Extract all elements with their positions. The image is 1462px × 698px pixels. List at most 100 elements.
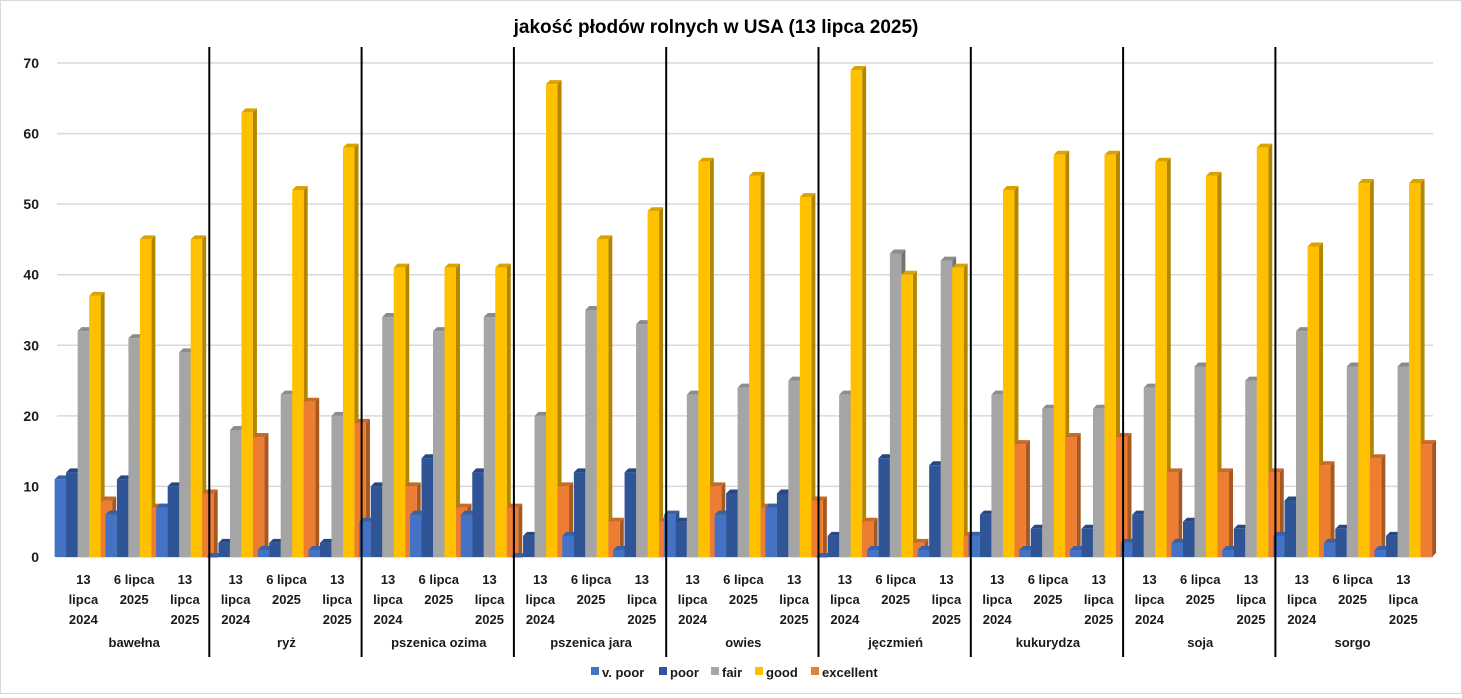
bar-front bbox=[1042, 408, 1054, 557]
bar-front bbox=[1002, 190, 1015, 557]
bar-side bbox=[608, 235, 613, 557]
bar-front bbox=[1155, 161, 1167, 558]
x-tick-label: 13 bbox=[990, 572, 1004, 587]
bar-front bbox=[1217, 472, 1229, 557]
bar-top bbox=[456, 503, 472, 508]
group-label: owies bbox=[725, 635, 761, 650]
x-tick-label: 13 bbox=[685, 572, 699, 587]
y-tick-label: 60 bbox=[23, 126, 39, 142]
legend-label: good bbox=[766, 665, 798, 680]
bar-front bbox=[190, 239, 203, 557]
bar-front bbox=[359, 521, 371, 557]
bar-front bbox=[862, 521, 874, 557]
bar-good-7-2 bbox=[1256, 143, 1273, 557]
bar-front bbox=[1206, 175, 1218, 557]
bar-top bbox=[342, 143, 359, 148]
bar-side bbox=[1268, 143, 1273, 557]
bar-good-0-0 bbox=[89, 291, 105, 557]
bar-front bbox=[229, 429, 242, 557]
bar-good-3-2 bbox=[647, 207, 664, 557]
bar-top bbox=[596, 235, 613, 240]
bar-top bbox=[444, 263, 460, 268]
bar-front bbox=[585, 310, 597, 557]
bar-side bbox=[659, 207, 664, 557]
group-label: sorgo bbox=[1334, 635, 1370, 650]
bar-front bbox=[483, 317, 496, 557]
bar-top bbox=[1065, 433, 1081, 438]
bar-top bbox=[1166, 468, 1183, 473]
bar-front bbox=[54, 479, 67, 557]
bar-front bbox=[663, 514, 676, 557]
x-tick-label: 13 bbox=[1091, 572, 1105, 587]
bar-excellent-6-1 bbox=[1065, 433, 1081, 557]
bar-top bbox=[190, 235, 207, 240]
bar-top bbox=[1409, 178, 1425, 183]
bar-side bbox=[151, 235, 156, 557]
bar-front bbox=[1268, 472, 1280, 557]
bar-front bbox=[1358, 182, 1370, 557]
x-tick-label: 2025 bbox=[627, 612, 656, 627]
bar-top bbox=[912, 538, 929, 543]
bar-front bbox=[901, 274, 913, 557]
bar-top bbox=[1369, 454, 1386, 459]
bar-side bbox=[760, 171, 765, 557]
bar-front bbox=[737, 387, 750, 557]
y-tick-label: 30 bbox=[23, 337, 39, 353]
bar-front bbox=[66, 472, 78, 557]
bar-excellent-6-0 bbox=[1014, 440, 1030, 557]
bar-top bbox=[292, 186, 308, 191]
x-tick-label: 2024 bbox=[830, 612, 860, 627]
legend-swatch bbox=[755, 667, 763, 675]
bar-side bbox=[264, 433, 269, 557]
bar-side bbox=[912, 270, 917, 557]
x-tick-label: lipca bbox=[525, 592, 555, 607]
bar-side bbox=[1166, 157, 1171, 558]
bar-front bbox=[511, 557, 524, 558]
bar-top bbox=[608, 517, 624, 522]
x-tick-label: 13 bbox=[838, 572, 852, 587]
bar-top bbox=[1217, 468, 1233, 473]
x-tick-label: 13 bbox=[381, 572, 395, 587]
x-tick-label: lipca bbox=[678, 592, 708, 607]
bar-side bbox=[1330, 461, 1335, 557]
bar-front bbox=[940, 260, 953, 557]
x-tick-label: 6 lipca bbox=[723, 572, 764, 587]
bar-top bbox=[495, 263, 511, 268]
legend-swatch bbox=[659, 667, 667, 675]
x-tick-label: lipca bbox=[170, 592, 200, 607]
bar-front bbox=[827, 535, 840, 557]
bar-top bbox=[393, 263, 410, 268]
bar-top bbox=[889, 249, 906, 254]
bar-front bbox=[1323, 542, 1336, 557]
bar-side bbox=[506, 263, 511, 557]
y-tick-label: 10 bbox=[23, 478, 39, 494]
bar-front bbox=[342, 147, 355, 557]
bar-front bbox=[562, 535, 574, 557]
bar-good-4-0 bbox=[698, 157, 714, 558]
x-tick-label: 2024 bbox=[1135, 612, 1165, 627]
bar-front bbox=[765, 507, 777, 557]
x-tick-label: 2024 bbox=[526, 612, 556, 627]
bar-front bbox=[1319, 465, 1331, 557]
bar-front bbox=[128, 338, 140, 557]
bar-top bbox=[1053, 150, 1070, 155]
bar-front bbox=[889, 253, 902, 558]
x-tick-label: lipca bbox=[627, 592, 657, 607]
x-tick-label: 13 bbox=[1142, 572, 1156, 587]
bar-excellent-1-1 bbox=[303, 397, 320, 557]
bar-front bbox=[116, 479, 129, 557]
legend-item-vpoor: v. poor bbox=[591, 665, 644, 680]
bar-front bbox=[979, 514, 992, 557]
x-tick-label: 13 bbox=[1295, 572, 1309, 587]
bar-front bbox=[308, 549, 320, 557]
bar-front bbox=[444, 267, 456, 557]
bar-top bbox=[241, 108, 257, 113]
bar-front bbox=[202, 493, 214, 557]
x-tick-label: lipca bbox=[1287, 592, 1317, 607]
bar-top bbox=[1358, 178, 1374, 183]
x-tick-label: 2025 bbox=[424, 592, 453, 607]
y-tick-label: 0 bbox=[31, 549, 39, 565]
bar-top bbox=[1420, 440, 1437, 445]
bar-top bbox=[952, 263, 968, 268]
bar-good-3-0 bbox=[546, 80, 562, 558]
